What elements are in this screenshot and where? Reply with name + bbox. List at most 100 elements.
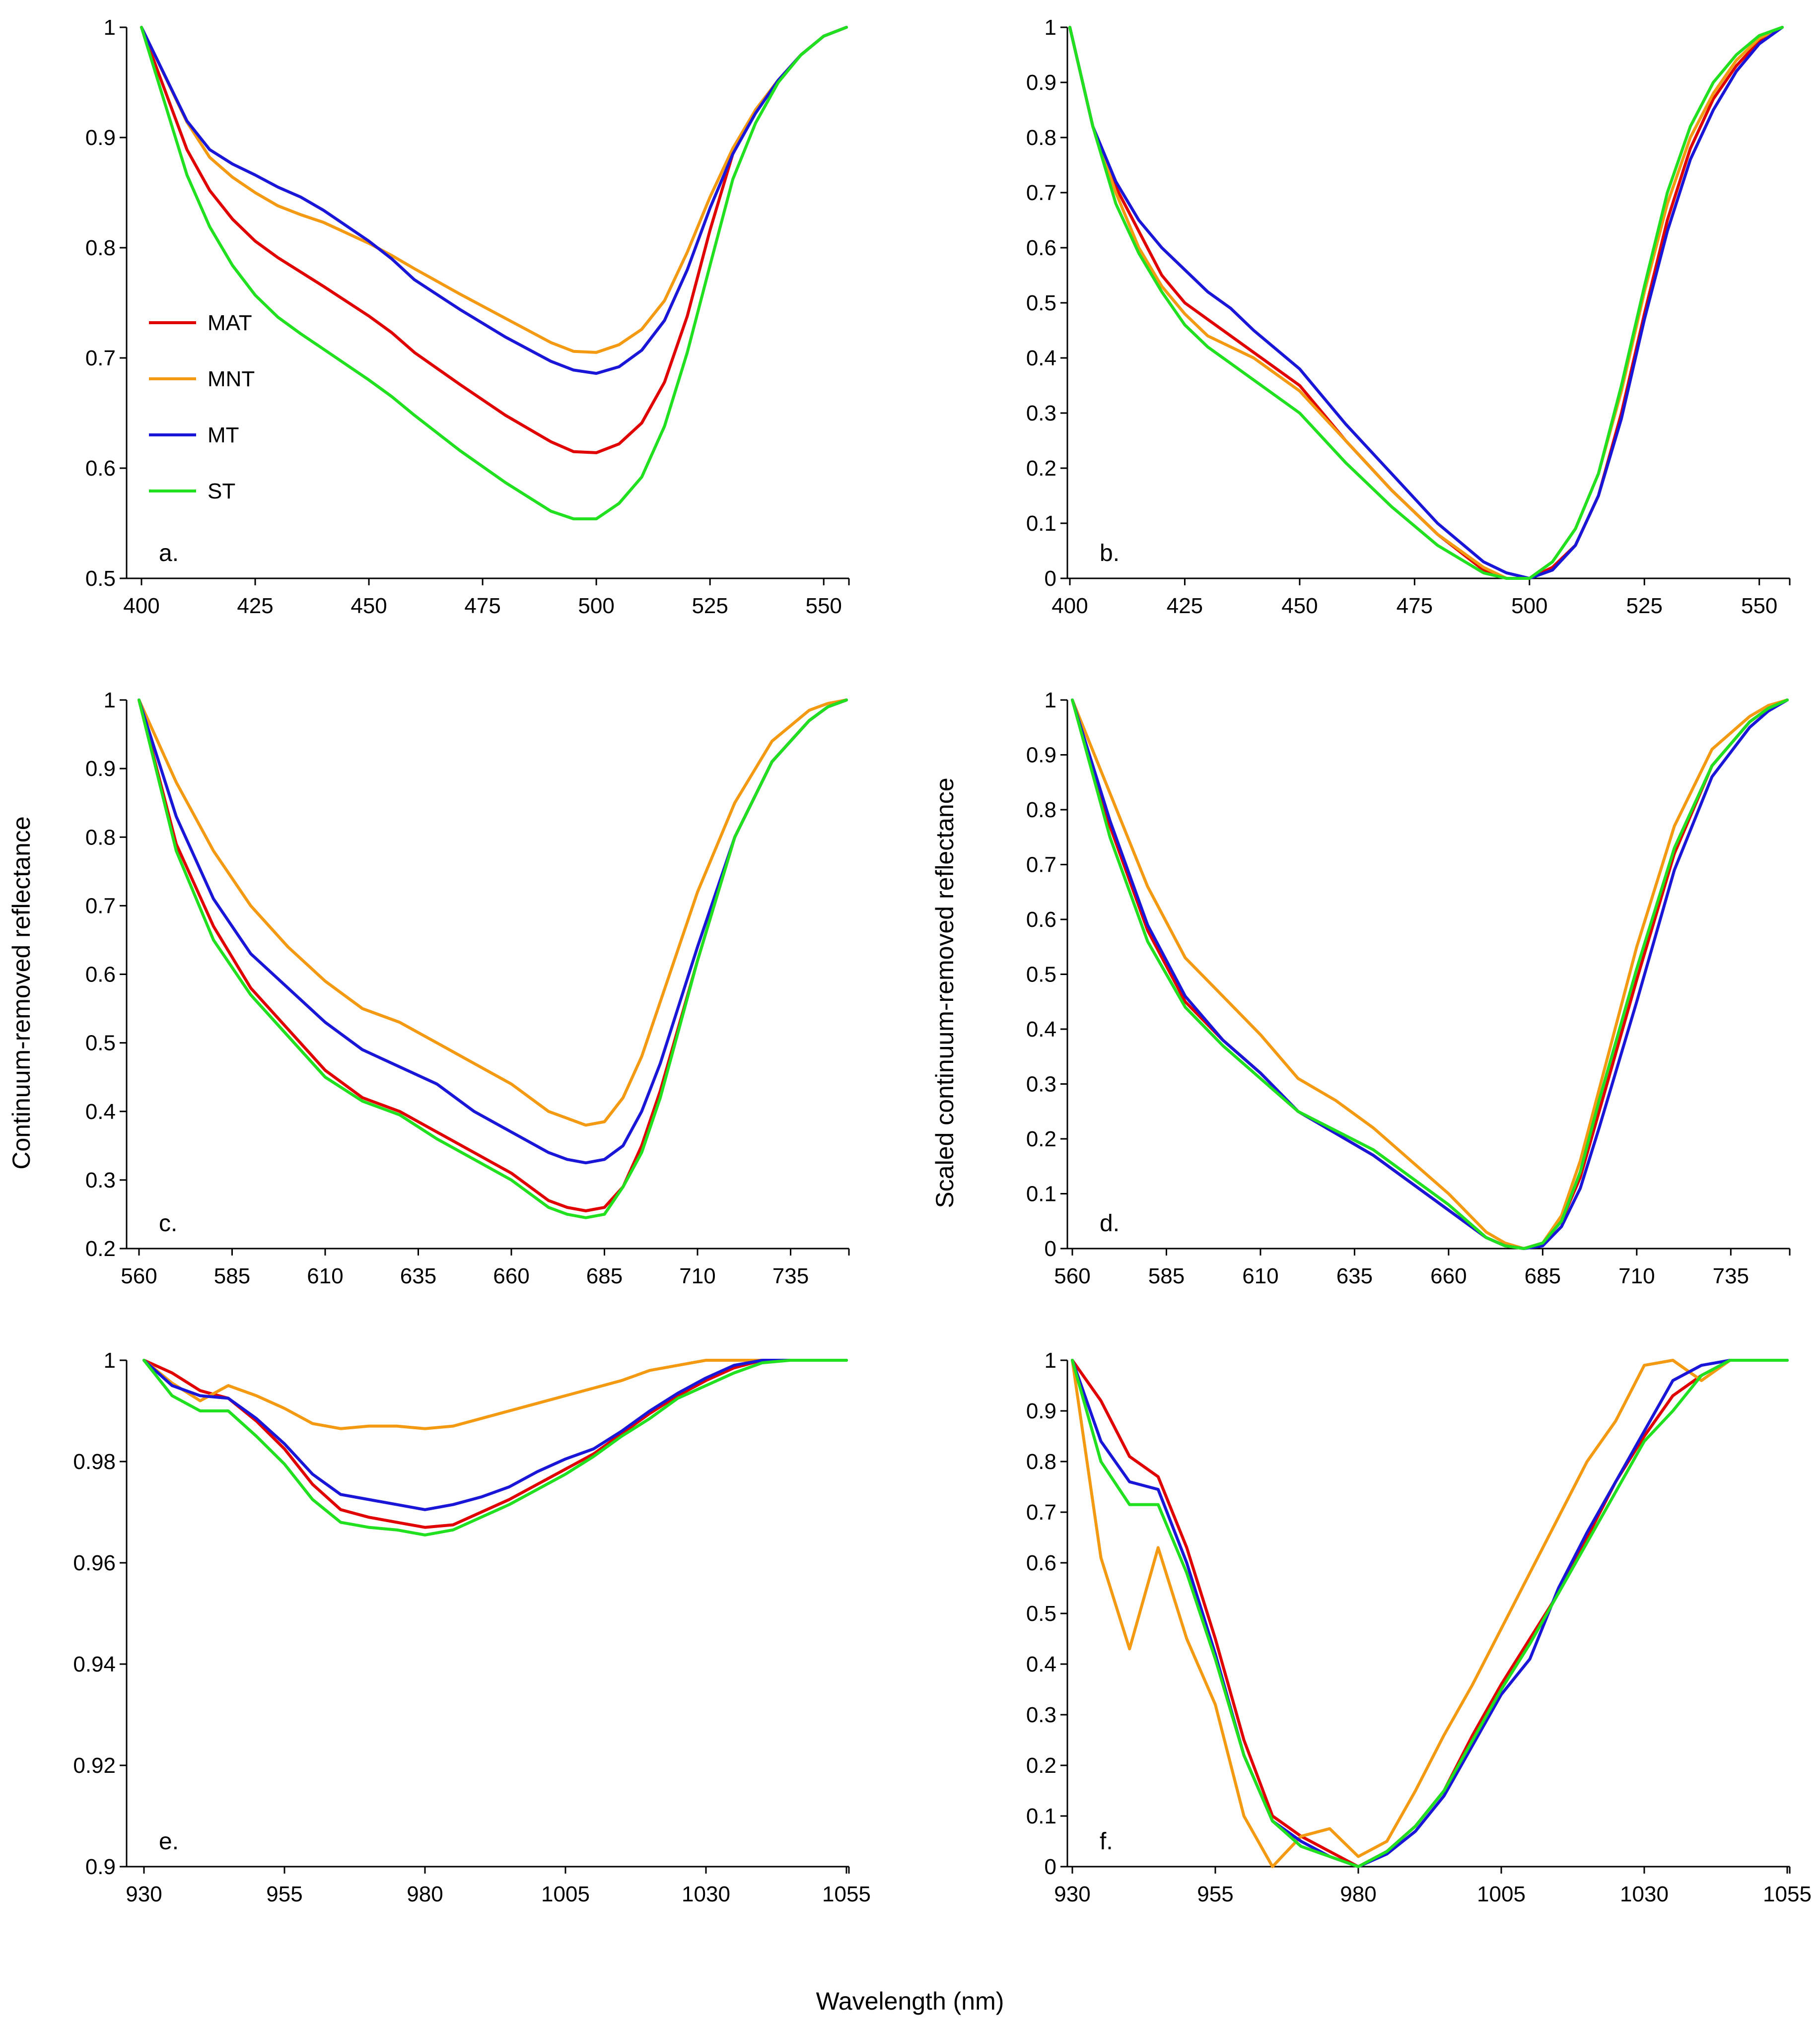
x-tick-label: 585 [214,1264,250,1288]
y-tick-label: 0.3 [1026,1703,1056,1727]
x-tick-label: 425 [237,594,273,618]
panel-a: 0.5 0.6 0.7 0.8 0.9 1 400 425 450 475 500 525 550 a. [85,15,850,618]
y-tick-label: 1 [1045,688,1056,712]
y-tick-label: 1 [1045,1348,1056,1373]
series-line-mnt [140,26,848,354]
x-tick-label: 475 [464,594,500,618]
y-tick-label: 0.7 [85,346,116,370]
panel-letter: f. [1100,1828,1113,1855]
y-tick-label: 0.9 [85,1855,116,1879]
series-line-st [1071,1359,1789,1868]
y-axis-title-left: Continuum-removed reflectance [7,816,35,1169]
panels: 0.5 0.6 0.7 0.8 0.9 1 400 425 450 475 500 525 550 a. 0… [73,15,1812,1906]
y-tick-label: 0.1 [1026,1804,1056,1828]
panel-e: 0.9 0.92 0.94 0.96 0.98 1 930 955 980 1005 1030 105… [73,1348,871,1906]
y-tick-label: 0.8 [1026,798,1056,822]
x-tick-label: 1055 [822,1882,871,1906]
y-tick-label: 0.7 [85,894,116,918]
y-tick-label: 0.7 [1026,853,1056,877]
x-tick-label: 980 [1340,1882,1376,1906]
y-tick-label: 0.4 [1026,1652,1056,1677]
series-line-mt [1068,26,1784,580]
y-tick-label: 0.2 [1026,1127,1056,1151]
y-tick-label: 0.96 [73,1551,116,1575]
x-tick-label: 610 [307,1264,343,1288]
legend: MAT MNT MT ST [149,311,255,503]
x-tick-label: 660 [493,1264,529,1288]
y-tick-label: 0.8 [1026,1450,1056,1474]
x-tick-label: 955 [266,1882,302,1906]
x-tick-label: 710 [1618,1264,1655,1288]
series-line-mnt [1071,1359,1789,1868]
x-tick-label: 660 [1430,1264,1467,1288]
y-tick-label: 0.5 [85,1031,116,1055]
series-line-mat [142,1359,848,1529]
series-line-mnt [1068,26,1784,580]
x-tick-label: 525 [692,594,728,618]
y-tick-label: 0.8 [1026,126,1056,150]
y-tick-label: 1 [104,15,116,40]
y-tick-label: 0.1 [1026,1182,1056,1206]
series-line-mnt [142,1359,848,1430]
y-tick-label: 1 [1045,15,1056,40]
x-tick-label: 735 [772,1264,809,1288]
y-tick-label: 0.5 [1026,1602,1056,1626]
x-tick-label: 635 [400,1264,436,1288]
y-tick-label: 0.98 [73,1450,116,1474]
y-tick-label: 0 [1045,566,1056,591]
x-tick-label: 450 [350,594,387,618]
series-line-mnt [138,699,848,1127]
x-tick-label: 1005 [1477,1882,1526,1906]
series-line-mt [142,1359,848,1511]
x-tick-label: 560 [1054,1264,1090,1288]
panel-letter: c. [159,1210,177,1237]
y-tick-label: 0.9 [1026,743,1056,768]
x-tick-label: 1005 [541,1882,590,1906]
y-tick-label: 0.3 [1026,401,1056,425]
y-tick-label: 0.92 [73,1753,116,1778]
y-tick-label: 0.8 [85,236,116,260]
series-line-st [1068,26,1784,580]
x-tick-label: 980 [407,1882,443,1906]
y-tick-label: 0.9 [85,757,116,781]
series-line-st [140,26,848,521]
y-tick-label: 0.7 [1026,181,1056,205]
x-tick-label: 1030 [682,1882,730,1906]
y-axis-title-right: Scaled continuum-removed reflectance [931,777,959,1208]
series-line-mt [1071,1359,1789,1868]
legend-label: MAT [208,311,252,335]
panel-letter: e. [159,1828,179,1855]
y-tick-label: 0.2 [1026,456,1056,481]
x-tick-label: 425 [1167,594,1203,618]
series-line-st [142,1359,848,1537]
y-tick-label: 0.3 [85,1168,116,1192]
x-tick-label: 1055 [1763,1882,1812,1906]
y-tick-label: 0.6 [1026,1551,1056,1575]
x-tick-label: 735 [1713,1264,1749,1288]
x-tick-label: 550 [805,594,841,618]
x-tick-label: 955 [1197,1882,1233,1906]
y-tick-label: 0.2 [85,1237,116,1261]
y-tick-label: 0.5 [1026,291,1056,315]
y-tick-label: 0.3 [1026,1072,1056,1097]
y-tick-label: 0.4 [85,1100,116,1124]
y-tick-label: 0 [1045,1855,1056,1879]
x-tick-label: 400 [1051,594,1088,618]
panel-letter: b. [1100,540,1120,566]
x-tick-label: 500 [578,594,614,618]
series-line-mnt [1071,699,1789,1250]
x-tick-label: 685 [586,1264,623,1288]
panel-letter: a. [159,540,179,566]
panel-b: 0 0.1 0.2 0.3 0.4 0.5 0.6 0.7 0.8 0.9 1 400 425 450 47… [1026,15,1791,618]
y-tick-label: 0.4 [1026,346,1056,370]
y-tick-label: 1 [104,1348,116,1373]
y-tick-label: 0.2 [1026,1753,1056,1778]
y-tick-label: 0.6 [85,456,116,481]
x-tick-label: 930 [126,1882,162,1906]
x-tick-label: 500 [1511,594,1547,618]
x-tick-label: 610 [1242,1264,1278,1288]
x-tick-label: 475 [1397,594,1433,618]
x-tick-label: 585 [1148,1264,1185,1288]
